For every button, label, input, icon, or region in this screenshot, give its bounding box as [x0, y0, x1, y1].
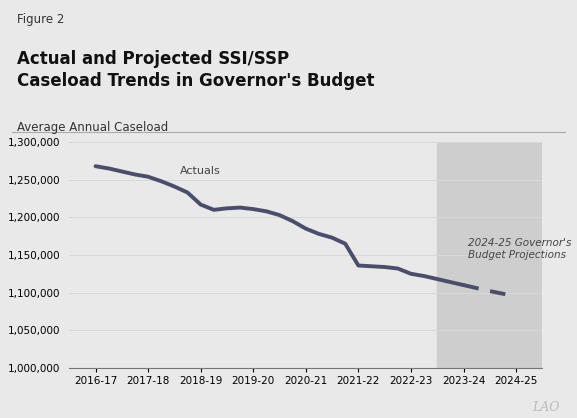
- Text: LAO: LAO: [532, 401, 560, 414]
- Text: Average Annual Caseload: Average Annual Caseload: [17, 121, 168, 134]
- Text: Figure 2: Figure 2: [17, 13, 65, 25]
- Text: Actual and Projected SSI/SSP
Caseload Trends in Governor's Budget: Actual and Projected SSI/SSP Caseload Tr…: [17, 50, 375, 89]
- Bar: [437, 142, 542, 368]
- Text: Actuals: Actuals: [179, 166, 220, 176]
- Text: 2024-25 Governor's
Budget Projections: 2024-25 Governor's Budget Projections: [468, 238, 571, 260]
